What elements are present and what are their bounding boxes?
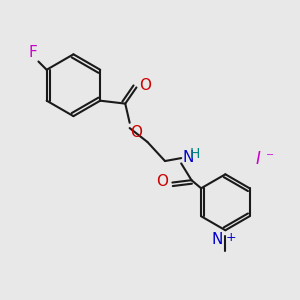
Text: O: O bbox=[140, 79, 152, 94]
Text: +: + bbox=[226, 231, 237, 244]
Text: O: O bbox=[130, 124, 142, 140]
Text: ⁻: ⁻ bbox=[266, 150, 274, 165]
Text: H: H bbox=[189, 147, 200, 161]
Text: O: O bbox=[156, 174, 168, 189]
Text: F: F bbox=[28, 45, 37, 60]
Text: I: I bbox=[256, 150, 261, 168]
Text: N: N bbox=[211, 232, 222, 247]
Text: N: N bbox=[182, 150, 194, 165]
